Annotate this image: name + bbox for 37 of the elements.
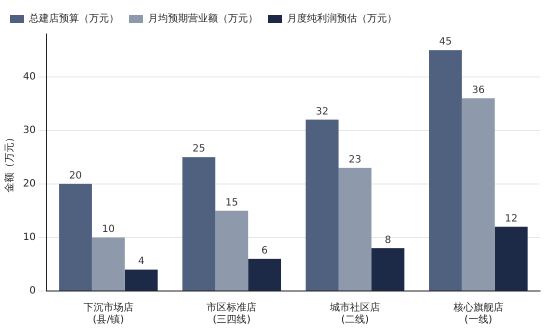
bar [306,120,339,290]
data-label: 36 [472,84,485,96]
bar [59,184,92,290]
y-tick-label: 40 [22,71,36,82]
bar [248,258,282,290]
x-tick-label: 城市社区店 (二线) [329,302,380,326]
bar [182,157,216,290]
y-tick-label: 20 [22,178,36,190]
y-tick-label: 30 [22,124,36,136]
data-label: 6 [261,245,268,256]
y-tick-label: 10 [22,232,36,244]
data-label: 4 [138,256,144,268]
data-label: 10 [102,224,115,236]
legend-label: 总建店预算（万元） [28,12,119,25]
bar [124,270,158,290]
data-label: 12 [504,213,518,224]
data-label: 15 [225,197,238,208]
data-label: 45 [439,36,452,48]
bar [338,168,372,290]
y-axis-title: 金额（万元） [4,132,16,192]
x-tick-label: 市区标准店 (三四线) [206,302,257,326]
data-label: 23 [348,154,362,166]
x-tick-label: 核心旗舰店 (一线) [452,302,504,326]
data-label: 20 [69,170,82,182]
bar [429,50,462,290]
bar [371,248,404,290]
data-label: 8 [384,234,392,246]
bar [92,237,125,290]
bar [215,210,248,290]
x-tick-label: 下沉市场店 (县/镇) [83,302,134,326]
data-label: 32 [316,106,329,118]
bar [462,98,495,290]
legend-label: 月度纯利润预估（万元） [287,12,397,25]
y-tick-label: 0 [29,286,36,297]
legend-label: 月均预期营业额（万元） [148,12,258,25]
bar [494,226,528,290]
data-label: 25 [192,144,206,155]
